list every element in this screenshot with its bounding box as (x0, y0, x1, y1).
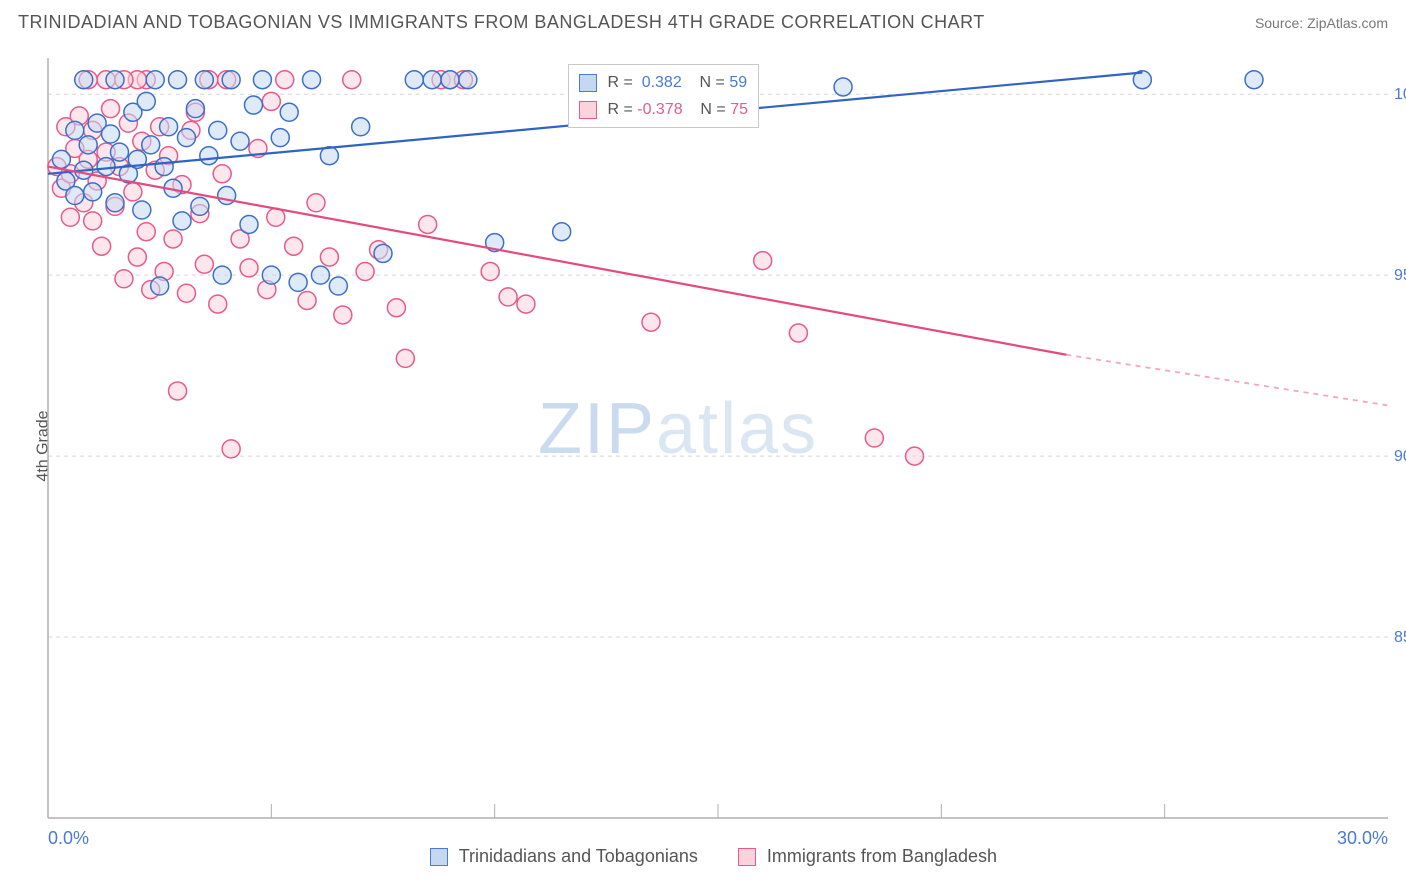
legend-label-series1: Trinidadians and Tobagonians (459, 846, 698, 866)
plot-area: 85.0%90.0%95.0%100.0%0.0%30.0% ZIPatlas … (48, 58, 1388, 818)
legend-swatch-blue (579, 74, 597, 92)
source-text: Source: ZipAtlas.com (1255, 15, 1388, 31)
svg-text:100.0%: 100.0% (1394, 86, 1406, 103)
svg-text:85.0%: 85.0% (1394, 629, 1406, 646)
svg-text:90.0%: 90.0% (1394, 448, 1406, 465)
legend-swatch-blue-2 (430, 848, 448, 866)
chart-title: TRINIDADIAN AND TOBAGONIAN VS IMMIGRANTS… (18, 12, 985, 33)
bottom-legend: Trinidadians and Tobagonians Immigrants … (430, 846, 997, 867)
scatter-plot: 85.0%90.0%95.0%100.0%0.0%30.0% (48, 58, 1388, 818)
svg-text:0.0%: 0.0% (48, 828, 89, 848)
correlation-legend: R = 0.382 N = 59 R = -0.378 N = 75 (568, 64, 759, 128)
legend-label-series2: Immigrants from Bangladesh (767, 846, 997, 866)
legend-swatch-red-2 (738, 848, 756, 866)
svg-text:95.0%: 95.0% (1394, 267, 1406, 284)
svg-text:30.0%: 30.0% (1337, 828, 1388, 848)
legend-swatch-red (579, 101, 597, 119)
